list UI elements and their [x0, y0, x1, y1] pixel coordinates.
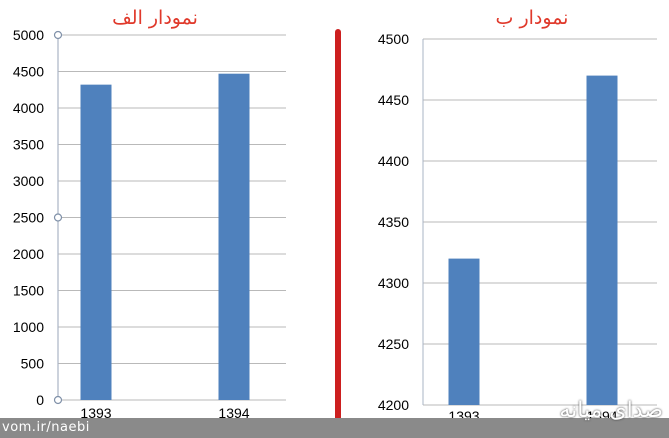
y-tick-label: 4300	[378, 275, 409, 291]
y-tick-label: 4350	[378, 214, 409, 230]
watermark-bar	[0, 418, 669, 438]
bar-1394	[218, 73, 250, 400]
chart-b-y-ticks: 4200 4250 4300 4350 4400 4450 4500	[378, 31, 409, 413]
chart-a-y-ticks: 0 500 1000 1500 2000 2500 3000 3500 4000 4500 5000	[13, 27, 44, 408]
y-tick-label: 3500	[13, 137, 44, 153]
y-tick-label: 4400	[378, 153, 409, 169]
chart-b-bars	[448, 75, 618, 405]
y-tick-label: 1500	[13, 283, 44, 299]
y-tick-label: 5000	[13, 27, 44, 43]
y-tick-label: 0	[36, 392, 44, 408]
selection-handle	[53, 395, 63, 405]
y-tick-label: 4500	[13, 64, 44, 80]
x-tick-label: 1393	[80, 405, 111, 421]
chart-a-x-ticks: 1393 1394	[80, 405, 249, 421]
watermark-url: vom.ir/naebi	[2, 420, 90, 435]
y-tick-label: 4450	[378, 92, 409, 108]
y-tick-label: 2500	[13, 210, 44, 226]
y-tick-label: 500	[21, 356, 45, 372]
chart-b-title: نمودار ب	[496, 7, 569, 29]
chart-a-selection-handles	[53, 30, 63, 405]
y-tick-label: 4000	[13, 100, 44, 116]
chart-a-title: نمودار الف	[112, 7, 198, 29]
selection-handle	[53, 30, 63, 40]
y-tick-label: 1000	[13, 319, 44, 335]
y-tick-label: 4500	[378, 31, 409, 47]
y-tick-label: 4250	[378, 336, 409, 352]
chart-a-bars	[80, 73, 250, 400]
watermark-logo-text: صدای میانه	[559, 398, 663, 423]
y-tick-label: 2000	[13, 246, 44, 262]
chart-a: نمودار الف 0 500 1000 1500 2000 2500 3000 3500 4…	[13, 7, 286, 421]
x-tick-label: 1394	[218, 405, 249, 421]
bar-1394	[586, 75, 618, 405]
y-tick-label: 4200	[378, 397, 409, 413]
selection-handle	[53, 213, 63, 222]
bar-1393	[448, 258, 480, 405]
y-tick-label: 3000	[13, 173, 44, 189]
bar-1393	[80, 84, 112, 400]
